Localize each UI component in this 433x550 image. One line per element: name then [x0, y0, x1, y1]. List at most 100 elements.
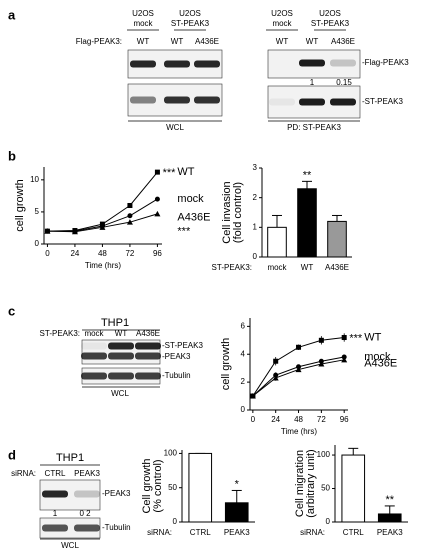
y-tick-label: 1: [253, 222, 258, 231]
band: [81, 372, 107, 380]
bar: [297, 188, 317, 258]
blot-footer: PD: ST-PEAK3: [287, 123, 341, 132]
panel-label: c: [8, 303, 15, 318]
band-label: -Tubulin: [102, 523, 131, 532]
x-tick-label: mock: [267, 263, 287, 272]
series-label: mock: [364, 351, 391, 363]
x-axis-label: ST-PEAK3:: [212, 263, 252, 272]
group-label: U2OS: [271, 9, 293, 18]
y-tick-label: 10: [30, 175, 39, 184]
band: [194, 60, 220, 68]
lane-label: A436E: [195, 37, 219, 46]
band: [81, 352, 107, 360]
x-tick-label: 0: [45, 249, 50, 258]
blot-title: THP1: [56, 452, 84, 464]
band: [269, 98, 295, 106]
x-tick-label: CTRL: [190, 528, 211, 537]
lane-label: WT: [171, 37, 184, 46]
marker: [295, 366, 302, 373]
x-tick-label: 96: [153, 249, 162, 258]
lane-label: WT: [276, 37, 289, 46]
quant-label: 0 2: [79, 509, 91, 518]
y-axis-label: Cell invasion: [221, 181, 233, 243]
x-tick-label: A436E: [325, 263, 349, 272]
band: [330, 98, 356, 106]
group-label: ST-PEAK3: [311, 19, 350, 28]
panel-label: d: [8, 447, 16, 462]
band: [81, 342, 107, 350]
blot-image: [39, 479, 101, 511]
y-tick-label: 6: [241, 321, 246, 330]
marker: [99, 224, 106, 230]
x-axis-label: Time (hrs): [85, 261, 121, 270]
lane-label: WT: [306, 37, 319, 46]
quant-label: 0.15: [336, 78, 352, 87]
marker: [127, 213, 133, 219]
significance: ***: [349, 332, 363, 344]
band-label: -PEAK3: [102, 489, 131, 498]
band: [42, 490, 68, 498]
marker: [154, 210, 161, 217]
band: [194, 96, 220, 104]
marker: [154, 196, 160, 202]
y-tick-label: 2: [253, 193, 258, 202]
y-axis-label: Cell migration: [294, 450, 306, 517]
marker: [296, 344, 302, 350]
row-label: ST-PEAK3:: [40, 329, 80, 338]
panel-label: b: [8, 148, 16, 163]
band: [135, 372, 161, 380]
y-axis-label: cell growth: [14, 179, 26, 232]
group-label: mock: [272, 19, 292, 28]
row-label: siRNA:: [11, 469, 36, 478]
band: [42, 524, 68, 532]
group-label: U2OS: [319, 9, 341, 18]
bar: [377, 513, 402, 523]
series-label: WT: [364, 331, 381, 343]
lane-label: mock: [84, 329, 104, 338]
series-label: WT: [177, 166, 194, 178]
significance: *: [235, 478, 240, 490]
x-tick-label: PEAK3: [224, 528, 250, 537]
marker: [71, 228, 78, 235]
marker: [249, 393, 256, 399]
marker: [318, 361, 325, 367]
blot-footer: WCL: [166, 123, 184, 132]
x-tick-label: 72: [317, 415, 326, 424]
y-tick-label: 0: [241, 405, 246, 414]
x-axis-label: siRNA:: [147, 528, 172, 537]
y-tick-label: 50: [168, 483, 177, 492]
marker: [341, 335, 347, 341]
marker: [341, 356, 348, 363]
x-tick-label: PEAK3: [377, 528, 403, 537]
band: [164, 60, 190, 68]
y-tick-label: 50: [321, 484, 330, 493]
significance: **: [385, 494, 394, 506]
y-tick-label: 100: [317, 450, 331, 459]
marker: [318, 337, 324, 343]
band: [130, 96, 156, 104]
band-label: -Flag-PEAK3: [362, 58, 409, 67]
band-label: -PEAK3: [162, 352, 191, 361]
x-tick-label: 24: [271, 415, 280, 424]
band: [135, 342, 161, 350]
group-label: ST-PEAK3: [171, 19, 210, 28]
band-label: -Tubulin: [162, 371, 191, 380]
y-tick-label: 3: [253, 163, 258, 172]
group-label: U2OS: [179, 9, 201, 18]
y-tick-label: 5: [35, 207, 40, 216]
x-tick-label: 72: [125, 249, 134, 258]
row-label: Flag-PEAK3:: [76, 37, 122, 46]
marker: [272, 374, 279, 381]
y-tick-label: 4: [241, 349, 246, 358]
y-tick-label: 0: [253, 252, 258, 261]
y-axis-label: (arbitrary unit): [305, 449, 317, 517]
series-label: mock: [177, 193, 204, 205]
panel-label: a: [8, 7, 16, 22]
band: [330, 59, 356, 67]
band: [135, 352, 161, 360]
lane-label: WT: [115, 329, 128, 338]
band: [164, 96, 190, 104]
marker: [154, 169, 160, 175]
